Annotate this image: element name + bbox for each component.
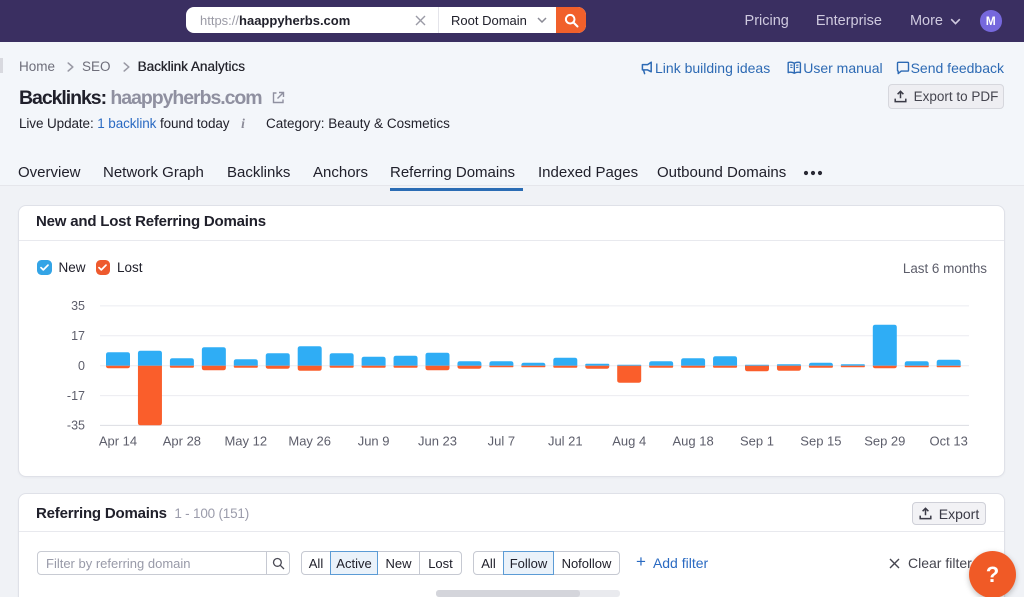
svg-text:-17: -17 bbox=[67, 389, 85, 403]
svg-text:35: 35 bbox=[71, 299, 85, 313]
svg-text:Jul 21: Jul 21 bbox=[548, 434, 583, 449]
svg-text:Jul 7: Jul 7 bbox=[488, 434, 515, 449]
svg-text:May 12: May 12 bbox=[224, 434, 267, 449]
svg-text:0: 0 bbox=[78, 359, 85, 373]
svg-text:-35: -35 bbox=[67, 419, 85, 433]
svg-text:Apr 14: Apr 14 bbox=[99, 434, 137, 449]
svg-text:Aug 18: Aug 18 bbox=[672, 434, 713, 449]
svg-text:May 26: May 26 bbox=[288, 434, 331, 449]
svg-text:Jun 9: Jun 9 bbox=[358, 434, 390, 449]
svg-text:Aug 4: Aug 4 bbox=[612, 434, 646, 449]
svg-text:Oct 13: Oct 13 bbox=[930, 434, 968, 449]
svg-text:17: 17 bbox=[71, 329, 85, 343]
svg-text:Apr 28: Apr 28 bbox=[163, 434, 201, 449]
svg-text:Sep 15: Sep 15 bbox=[800, 434, 841, 449]
svg-text:Sep 29: Sep 29 bbox=[864, 434, 905, 449]
svg-text:Sep 1: Sep 1 bbox=[740, 434, 774, 449]
svg-text:Jun 23: Jun 23 bbox=[418, 434, 457, 449]
